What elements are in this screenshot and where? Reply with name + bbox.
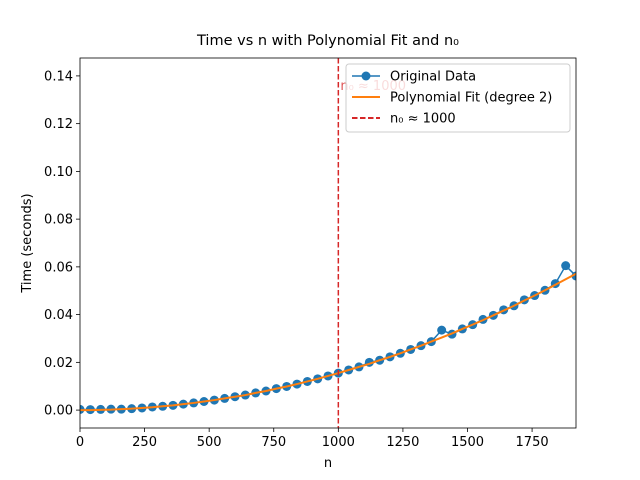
- legend-label: Polynomial Fit (degree 2): [390, 91, 552, 106]
- y-tick-label: 0.10: [44, 165, 73, 180]
- overlay: 0 250 500 750 1000 1250 1500 1750 0.00 0.02 0.04 0.…: [44, 57, 577, 450]
- data-point: [561, 261, 571, 271]
- data-point: [437, 325, 447, 335]
- x-tick-label: 500: [197, 435, 222, 450]
- x-tick-label: 0: [76, 435, 84, 450]
- y-tick-label: 0.04: [44, 308, 73, 323]
- x-tick-label: 250: [132, 435, 157, 450]
- x-tick-label: 1500: [451, 435, 484, 450]
- x-tick-label: 1000: [322, 435, 355, 450]
- x-tick-label: 750: [261, 435, 286, 450]
- x-tick-label: 1250: [386, 435, 419, 450]
- plot-area: [80, 58, 576, 428]
- legend-marker: [361, 71, 371, 81]
- y-tick-label: 0.06: [44, 260, 73, 275]
- y-tick-label: 0.00: [44, 404, 73, 419]
- series-line: [80, 272, 576, 412]
- x-axis-label: n: [324, 456, 332, 471]
- y-tick-label: 0.02: [44, 356, 73, 371]
- y-axis-label: Time (seconds): [20, 193, 35, 293]
- y-tick-label: 0.12: [44, 117, 73, 132]
- legend-box: [345, 63, 571, 133]
- chart-title: Time vs n with Polynomial Fit and n₀: [196, 33, 459, 49]
- axes-frame: [79, 57, 577, 429]
- y-tick-label: 0.14: [44, 69, 73, 84]
- y-tick-label: 0.08: [44, 213, 73, 228]
- legend-label: Original Data: [390, 70, 476, 85]
- x-tick-label: 1750: [516, 435, 549, 450]
- legend-label: n₀ ≈ 1000: [390, 112, 456, 127]
